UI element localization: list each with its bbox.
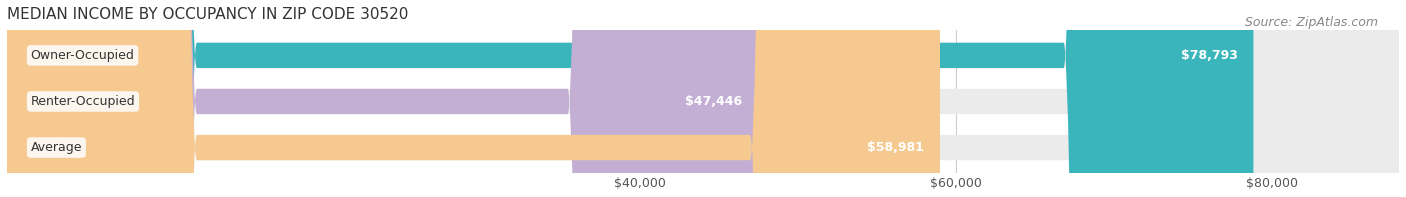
FancyBboxPatch shape xyxy=(7,0,1399,197)
Text: MEDIAN INCOME BY OCCUPANCY IN ZIP CODE 30520: MEDIAN INCOME BY OCCUPANCY IN ZIP CODE 3… xyxy=(7,7,408,22)
FancyBboxPatch shape xyxy=(7,0,758,197)
FancyBboxPatch shape xyxy=(7,0,941,197)
FancyBboxPatch shape xyxy=(7,0,1399,197)
Text: Owner-Occupied: Owner-Occupied xyxy=(31,49,135,62)
FancyBboxPatch shape xyxy=(7,0,1399,197)
FancyBboxPatch shape xyxy=(7,0,1253,197)
Text: Average: Average xyxy=(31,141,82,154)
Text: Renter-Occupied: Renter-Occupied xyxy=(31,95,135,108)
Text: $58,981: $58,981 xyxy=(868,141,924,154)
Text: $47,446: $47,446 xyxy=(685,95,742,108)
Text: Source: ZipAtlas.com: Source: ZipAtlas.com xyxy=(1244,16,1378,29)
Text: $78,793: $78,793 xyxy=(1181,49,1237,62)
